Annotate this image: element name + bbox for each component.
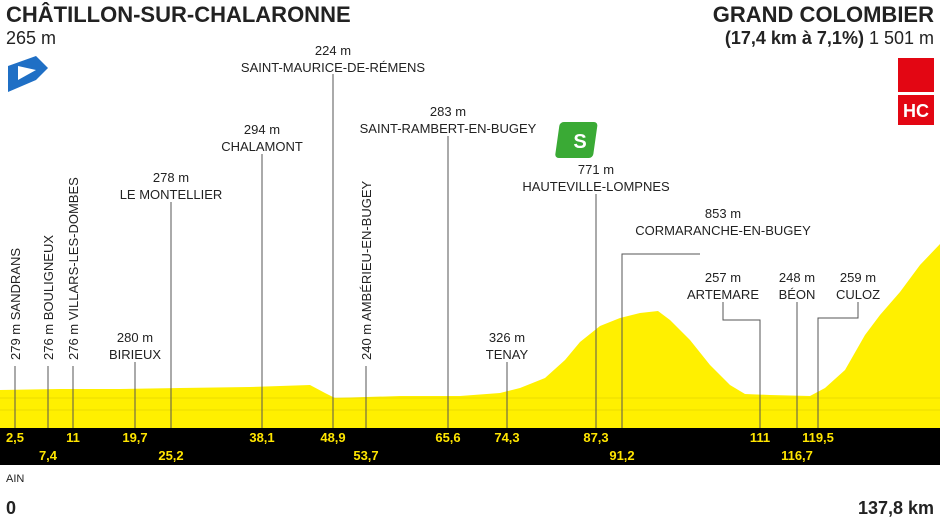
total-distance: 137,8 km [858,498,934,518]
waypoint-name: BÉON [779,287,816,302]
waypoint-altitude: 276 m [41,324,56,360]
finish-info: (17,4 km à 7,1%) 1 501 m [725,28,934,48]
waypoint-name: LE MONTELLIER [120,187,223,202]
waypoint-km: 111 [750,430,770,445]
waypoint-name: SANDRANS [8,248,23,321]
waypoint-km: 87,3 [583,430,608,445]
waypoint-altitude: 278 m [153,170,189,185]
waypoint-altitude: 276 m [66,324,81,360]
waypoint-altitude: 326 m [489,330,525,345]
waypoint-altitude: 279 m [8,324,23,360]
region: AIN [6,473,24,485]
leader-line [722,302,761,428]
waypoint-km: 65,6 [435,430,460,445]
waypoint-name: SAINT-MAURICE-DE-RÉMENS [241,60,426,75]
waypoint-km: 11 [66,430,80,445]
waypoint-label: 276 m VILLARS-LES-DOMBES [66,177,81,360]
sprint-badge [555,122,598,158]
waypoint-km: 53,7 [353,448,378,463]
finish-icon: HC [898,58,934,125]
waypoint-altitude: 224 m [315,43,351,58]
waypoint-name: CULOZ [836,287,880,302]
start-altitude: 265 m [6,28,56,48]
waypoint-name: ARTEMARE [687,287,759,302]
finish-altitude: 1 501 m [869,28,934,48]
waypoint-name: HAUTEVILLE-LOMPNES [522,179,670,194]
leader-line [621,253,700,428]
waypoint-name: VILLARS-LES-DOMBES [66,177,81,320]
start-km: 0 [6,498,16,518]
waypoint-km: 48,9 [320,430,345,445]
hc-text: HC [903,101,929,121]
sprint-text: S [573,131,586,153]
waypoint-altitude: 771 m [578,162,614,177]
waypoint-name: BIRIEUX [109,347,161,362]
waypoint-label: 279 m SANDRANS [8,248,23,360]
waypoint-name: TENAY [486,347,529,362]
waypoint-km: 7,4 [39,448,58,463]
waypoint-km: 116,7 [781,448,813,463]
waypoint-km: 74,3 [494,430,519,445]
waypoint-name: CHALAMONT [221,139,303,154]
finish-name: GRAND COLOMBIER [713,2,934,27]
waypoint-km: 2,5 [6,430,24,445]
km-band [0,428,940,465]
waypoint-altitude: 280 m [117,330,153,345]
waypoint-altitude: 853 m [705,206,741,221]
waypoint-km: 25,2 [158,448,183,463]
waypoint-altitude: 259 m [840,270,876,285]
waypoint-altitude: 283 m [430,104,466,119]
waypoint-altitude: 257 m [705,270,741,285]
elevation-profile [0,244,940,428]
waypoint-name: AMBÉRIEU-EN-BUGEY [359,180,374,320]
waypoint-km: 119,5 [802,430,834,445]
start-name: CHÂTILLON-SUR-CHALARONNE [6,2,351,27]
waypoint-name: CORMARANCHE-EN-BUGEY [635,223,811,238]
hc-badge [898,95,934,125]
waypoint-name: SAINT-RAMBERT-EN-BUGEY [360,121,537,136]
waypoint-km: 19,7 [122,430,147,445]
leader-line [817,302,859,428]
waypoint-name: BOULIGNEUX [41,235,56,321]
profile-grid [0,397,940,411]
checkered-flag [898,58,934,92]
waypoint-altitude: 248 m [779,270,815,285]
waypoint-km: 38,1 [249,430,274,445]
waypoint-km: 91,2 [609,448,634,463]
waypoint-altitude: 294 m [244,122,280,137]
waypoint-altitude: 240 m [359,324,374,360]
climb-info: (17,4 km à 7,1%) [725,28,864,48]
waypoint-label: 276 m BOULIGNEUX [41,235,56,360]
waypoint-label: 240 m AMBÉRIEU-EN-BUGEY [359,180,374,360]
start-flag-arrow [18,66,36,80]
